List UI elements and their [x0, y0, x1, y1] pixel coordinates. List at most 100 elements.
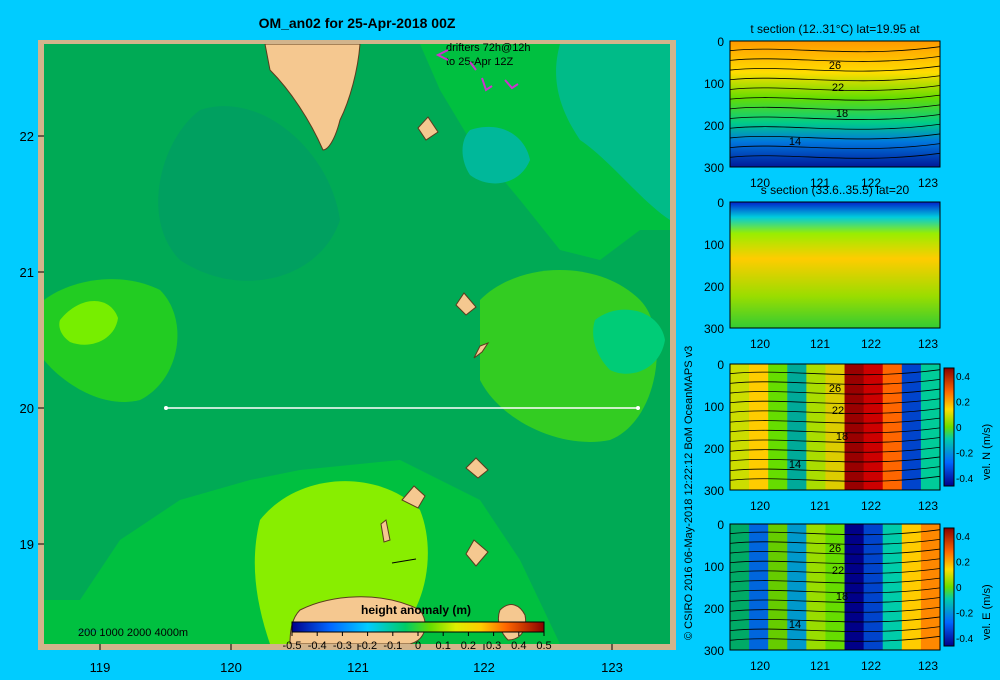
panel-column — [730, 524, 750, 650]
depth-tick-label: 100 — [704, 400, 724, 414]
panel-border — [729, 363, 941, 491]
isotherm-contour — [729, 606, 941, 613]
height-anomaly-map — [44, 44, 670, 644]
colorbar-label: -0.5 — [283, 640, 302, 652]
depth-tick-label: 0 — [717, 358, 724, 372]
depth-tick-label: 200 — [704, 602, 724, 616]
colorbar-labels: -0.5 -0.4 -0.3 -0.2 -0.1 0 0.1 0.2 0.3 0.4 0.5 — [283, 632, 552, 652]
panel-column — [844, 524, 865, 650]
panel-column — [863, 524, 884, 650]
panel-column — [749, 364, 769, 490]
depth-tick-label: 100 — [704, 238, 724, 252]
isotherm-contour — [729, 456, 941, 463]
velocity-tick-label: -0.4 — [956, 474, 974, 485]
bathymetry-legend: 200 1000 2000 4000m — [78, 627, 188, 639]
isotherm-contour — [729, 123, 941, 130]
velocity-tick-label: 0 — [956, 423, 962, 434]
isotherm-contour — [729, 635, 941, 642]
contour-label: 26 — [829, 60, 841, 72]
colorbar-label: -0.4 — [308, 640, 327, 652]
colorbar-label: 0.4 — [511, 640, 526, 652]
contour-label: 18 — [836, 108, 848, 120]
panel-column — [863, 364, 884, 490]
panel-column — [920, 524, 941, 650]
lon-tick-label: 120 — [750, 499, 770, 513]
panel-column — [825, 364, 846, 490]
contour-label: 22 — [832, 82, 844, 94]
panel-column — [825, 524, 846, 650]
panel-column — [768, 524, 788, 650]
depth-tick-label: 0 — [717, 518, 724, 532]
section-panel-3: 0 100 200 300 120 121 122 123 26 22 18 14 0.4 0.2 0 -0.… — [704, 358, 993, 513]
colorbar-label: -0.1 — [383, 640, 402, 652]
velocity-tick-label: -0.2 — [956, 449, 974, 460]
lon-tick-label: 121 — [347, 660, 369, 675]
velocity-tick-label: 0.2 — [956, 558, 970, 569]
contour-label: 18 — [836, 591, 848, 603]
velocity-tick-label: 0.4 — [956, 532, 970, 543]
latitude-axis: 22 21 20 19 — [20, 129, 44, 552]
isotherm-contour — [729, 143, 941, 150]
isotherm-contour — [729, 152, 941, 159]
section-panels: t section (12..31°C) lat=19.95 at 0 100 200… — [704, 22, 993, 673]
depth-tick-label: 100 — [704, 560, 724, 574]
panel-column — [806, 524, 826, 650]
isotherm-contour — [729, 577, 941, 584]
lon-tick-label: 122 — [861, 337, 881, 351]
depth-tick-label: 100 — [704, 77, 724, 91]
panel-column — [787, 364, 807, 490]
lat-tick-label: 19 — [20, 537, 34, 552]
lon-tick-label: 120 — [750, 337, 770, 351]
depth-tick-label: 0 — [717, 196, 724, 210]
contour-label: 14 — [789, 619, 801, 631]
lon-tick-label: 121 — [810, 659, 830, 673]
drifter-tracks — [435, 49, 519, 92]
section-panel-4: 0 100 200 300 120 121 122 123 26 22 18 14 0.4 0.2 0 -0.… — [704, 518, 993, 673]
lon-tick-label: 122 — [861, 176, 881, 190]
figure-title: OM_an02 for 25-Apr-2018 00Z — [259, 15, 456, 31]
panel-column — [768, 364, 788, 490]
isotherm-contour — [729, 114, 941, 120]
velocity-tick-label: 0.2 — [956, 398, 970, 409]
depth-tick-label: 200 — [704, 442, 724, 456]
isotherm-contour — [729, 408, 941, 414]
colorbar-label: 0.5 — [536, 640, 551, 652]
lon-tick-label: 121 — [810, 337, 830, 351]
colorbar-title: height anomaly (m) — [361, 603, 471, 617]
isotherm-contour — [729, 597, 941, 603]
isotherm-contour — [729, 437, 941, 443]
panel-title: t section (12..31°C) lat=19.95 at — [750, 22, 920, 36]
velocity-label: vel. N (m/s) — [981, 424, 993, 480]
lon-tick-label: 121 — [810, 499, 830, 513]
contour-label: 14 — [789, 136, 801, 148]
isotherm-contour — [729, 626, 941, 633]
isotherm-contour — [729, 75, 941, 82]
lon-tick-label: 122 — [861, 659, 881, 673]
drifters-note-line1: drifters 72h@12h — [446, 42, 531, 54]
panel-border — [729, 523, 941, 651]
panel-column — [882, 364, 903, 490]
lon-tick-label: 121 — [810, 176, 830, 190]
drifters-note-line2: to 25-Apr 12Z — [446, 56, 514, 68]
panel-column — [806, 364, 826, 490]
isotherm-contour — [729, 558, 941, 565]
isotherm-contour — [729, 378, 941, 385]
panel-column — [730, 364, 750, 490]
lon-tick-label: 123 — [918, 659, 938, 673]
panel-column — [749, 524, 769, 650]
contour-label: 26 — [829, 383, 841, 395]
contour-label: 18 — [836, 431, 848, 443]
isotherm-contour — [729, 568, 941, 574]
depth-tick-label: 300 — [704, 484, 724, 498]
isotherm-contour — [729, 616, 941, 623]
lon-tick-label: 123 — [918, 337, 938, 351]
lon-tick-label: 122 — [473, 660, 495, 675]
lon-tick-label: 120 — [220, 660, 242, 675]
colorbar-label: 0.3 — [486, 640, 501, 652]
colorbar-label: 0.2 — [461, 640, 476, 652]
panel-field — [729, 40, 941, 168]
depth-tick-label: 300 — [704, 161, 724, 175]
panel-column — [882, 524, 903, 650]
isotherm-contour — [729, 133, 941, 140]
